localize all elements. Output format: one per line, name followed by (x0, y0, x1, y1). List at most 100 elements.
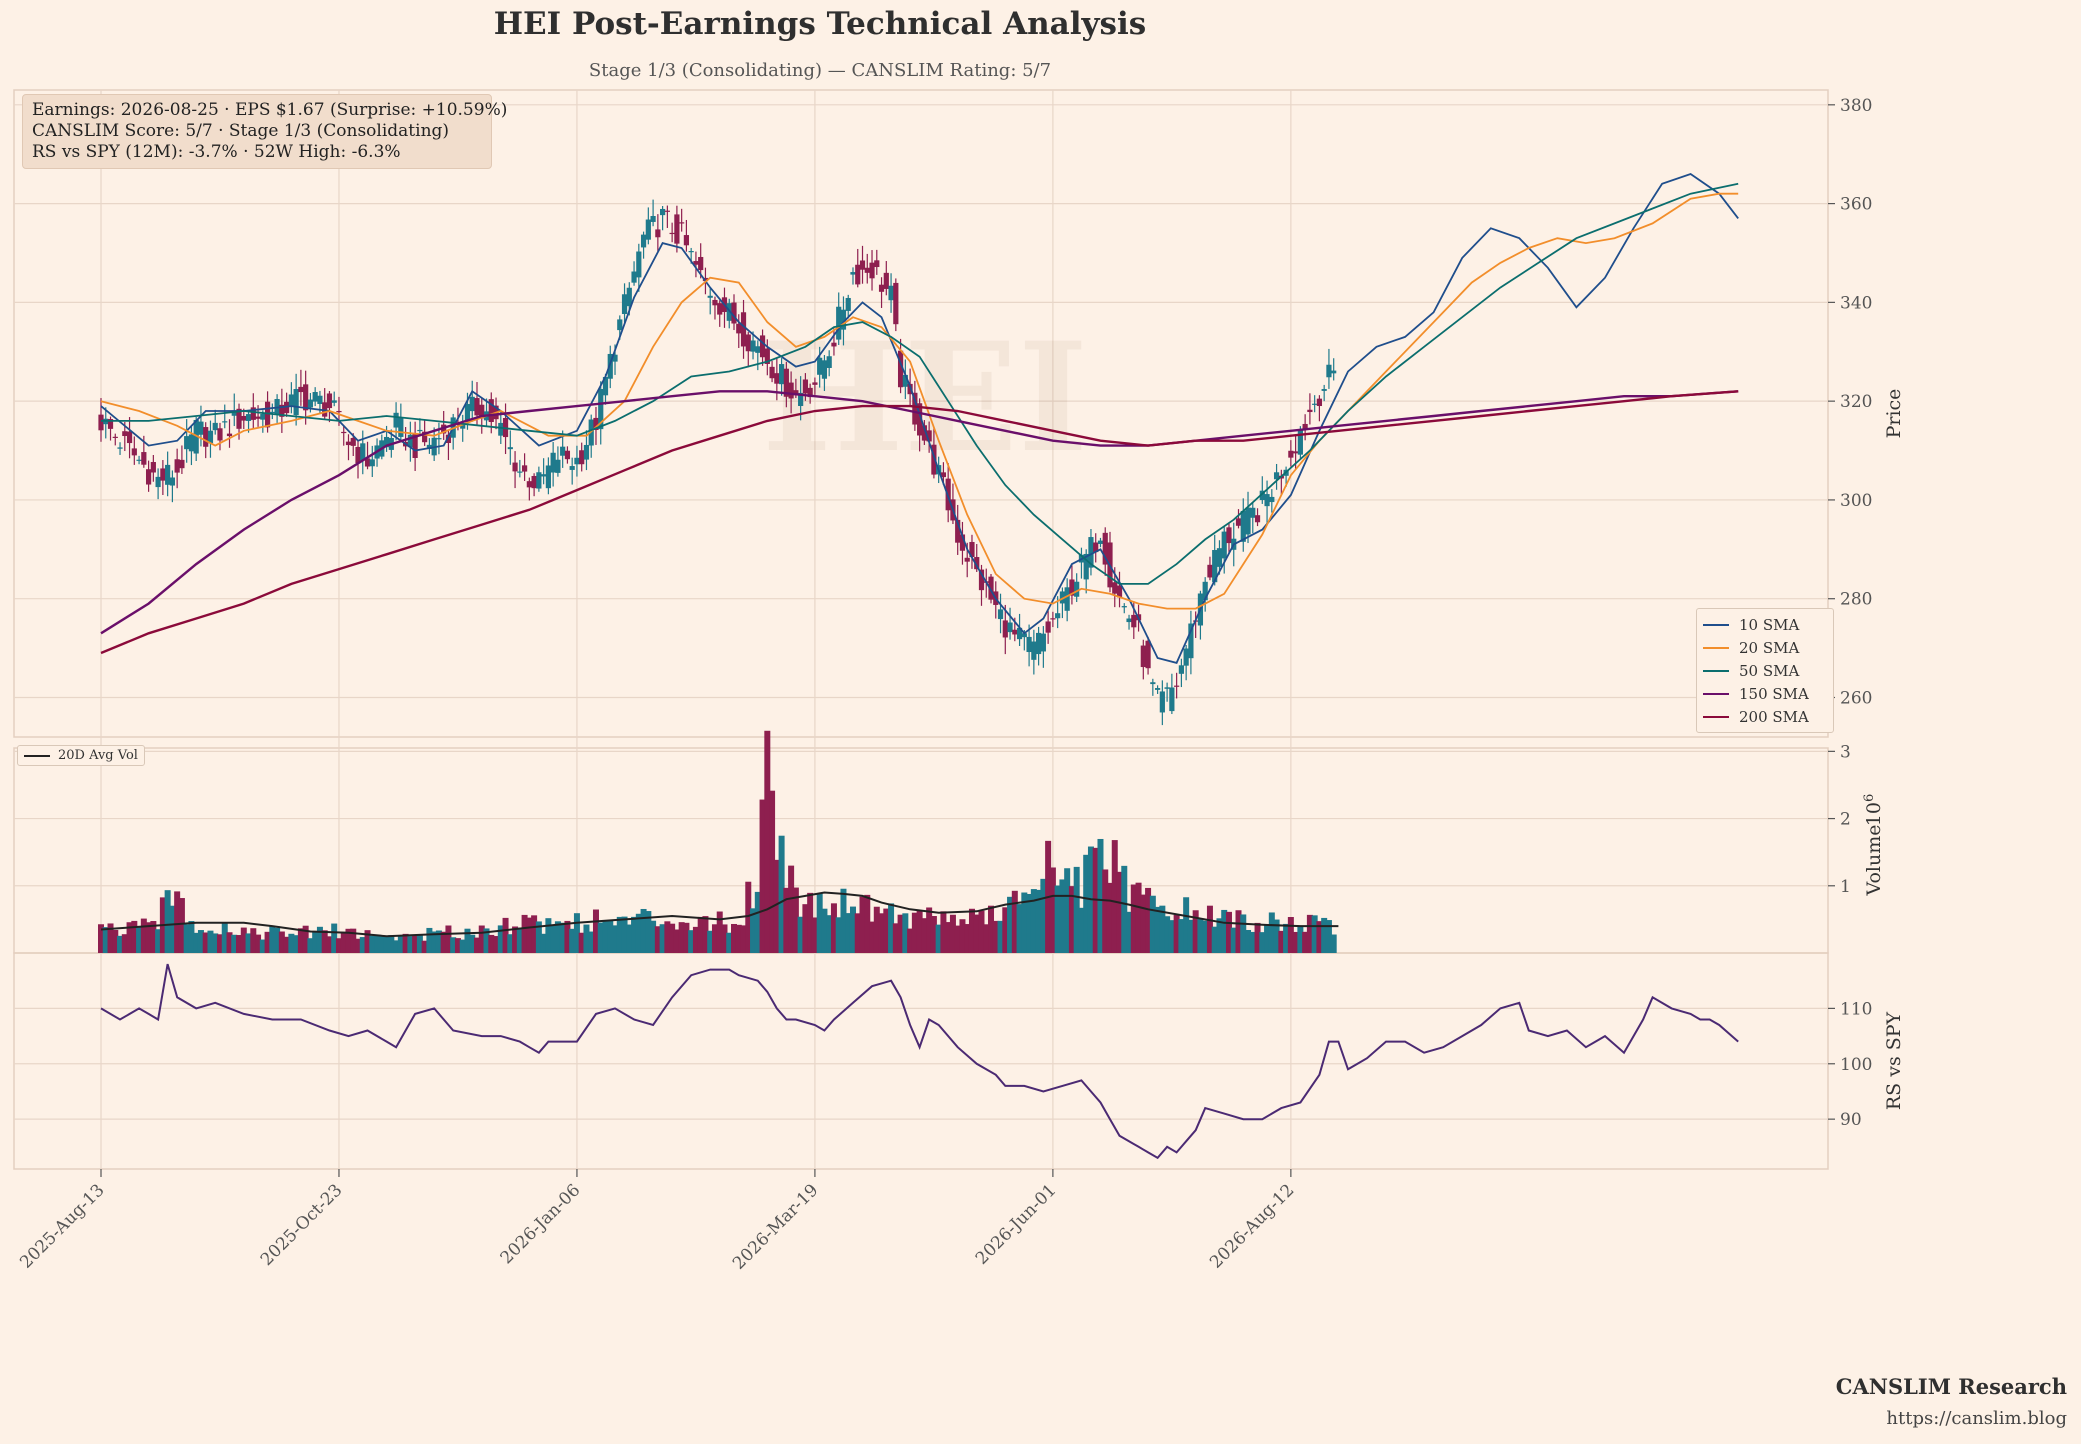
candle-body (426, 444, 432, 450)
volume-bar (916, 910, 923, 953)
candle-body (555, 459, 561, 473)
volume-bar (1302, 931, 1309, 953)
volume-bar (145, 922, 152, 953)
volume-bar (664, 921, 671, 953)
candle-body (1326, 364, 1332, 378)
volume-bar (897, 914, 904, 953)
volume-bar (397, 935, 404, 953)
volume-bar (559, 922, 566, 953)
volume-bar (140, 918, 147, 953)
volume-bar (364, 930, 371, 953)
volume-bar (935, 924, 942, 953)
volume-bar (1102, 869, 1109, 953)
candle-body (788, 382, 794, 399)
volume-bar (307, 938, 314, 953)
volume-bar (688, 930, 695, 953)
volume-bar (359, 937, 366, 953)
volume-bar (569, 928, 576, 953)
volume-bar (521, 914, 528, 953)
volume-bar (245, 933, 252, 953)
candle-body (1150, 682, 1156, 685)
candle-body (1016, 627, 1023, 640)
volume-bar (297, 928, 304, 953)
candle-body (1064, 587, 1070, 611)
candle-body (917, 403, 923, 436)
earnings-annotation-box: Earnings: 2026-08-25 · EPS $1.67 (Surpri… (22, 94, 507, 169)
candle-body (1293, 451, 1299, 454)
candle-body (1316, 398, 1323, 407)
price-y-tick-label: 340 (1840, 293, 1872, 313)
candle-body (798, 392, 804, 407)
volume-bar (673, 929, 680, 953)
volume-bar (926, 907, 933, 953)
candle-body (679, 222, 685, 224)
volume-bar (788, 865, 795, 953)
volume-bar (564, 920, 571, 953)
candle-body (769, 366, 775, 379)
volume-bar (1073, 866, 1080, 953)
candle-body (464, 404, 471, 422)
volume-bar (1049, 867, 1056, 953)
volume-bar (383, 936, 390, 953)
volume-bar (845, 913, 852, 953)
volume-bar (226, 932, 233, 953)
x-tick-label: 2026-Jun-01 (972, 1180, 1060, 1268)
volume-bar (669, 923, 676, 953)
volume-bar (602, 920, 609, 953)
volume-bar (692, 926, 699, 953)
volume-bar (1011, 890, 1018, 953)
volume-bar (1197, 918, 1204, 953)
volume-bar (378, 935, 385, 953)
candle-body (1007, 622, 1013, 633)
candle-body (988, 576, 994, 600)
volume-bar (1249, 931, 1256, 953)
volume-bar (883, 908, 890, 953)
volume-bar (1316, 921, 1323, 953)
candle-body (1154, 688, 1161, 690)
volume-bar (597, 922, 604, 953)
volume-bar (445, 925, 452, 953)
candle-body (417, 429, 423, 432)
volume-bar (435, 930, 442, 953)
candle-body (859, 260, 866, 270)
candle-body (307, 399, 314, 408)
volume-bar (1164, 916, 1171, 953)
candle-body (598, 389, 604, 430)
legend-label-avgvol: 20D Avg Vol (58, 748, 138, 763)
volume-bar (716, 911, 723, 953)
candle-body (864, 267, 870, 273)
candle-body (1307, 409, 1313, 413)
volume-bar (516, 927, 523, 953)
candle-body (912, 392, 918, 425)
x-tick-label: 2025-Aug-13 (16, 1180, 108, 1272)
candle-body (921, 425, 927, 441)
candle-body (1131, 614, 1137, 628)
volume-bar (1154, 906, 1161, 953)
candle-body (640, 234, 647, 248)
volume-bar (107, 923, 114, 953)
volume-bar (921, 918, 928, 953)
volume-bar (1078, 907, 1085, 953)
candle-body (1226, 527, 1232, 544)
rs-axis-label: RS vs SPY (1883, 1011, 1905, 1110)
volume-bar (1116, 871, 1123, 953)
volume-bar (878, 913, 885, 953)
volume-bar (488, 934, 495, 953)
volume-bar (155, 929, 162, 953)
price-y-tick-label: 320 (1840, 392, 1872, 412)
legend-label-sma200: 200 SMA (1739, 707, 1809, 726)
volume-bar (707, 930, 714, 953)
candle-body (650, 216, 656, 222)
candle-body (759, 335, 766, 358)
volume-bar (374, 934, 381, 953)
volume-bar (136, 926, 143, 953)
candle-body (1164, 687, 1170, 689)
volume-bar (973, 914, 980, 953)
candle-body (664, 210, 670, 212)
legend-label-sma50: 50 SMA (1739, 661, 1800, 680)
footer-url[interactable]: https://canslim.blog (1886, 1408, 2067, 1429)
volume-bar (1097, 838, 1104, 953)
candle-body (1112, 582, 1118, 594)
watermark: HEI (762, 310, 1088, 486)
candle-body (207, 430, 214, 444)
